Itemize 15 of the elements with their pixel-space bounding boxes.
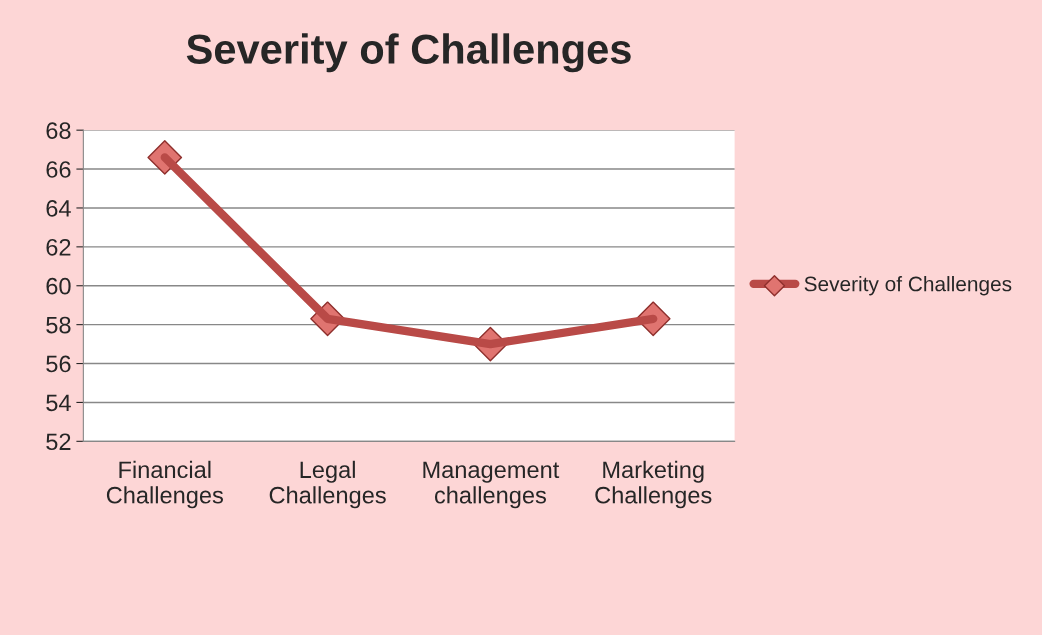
y-tick-label: 52 [46, 433, 71, 451]
y-tick-label: 68 [46, 122, 71, 139]
x-tick-label: Marketing Challenges [595, 460, 712, 509]
y-tick-label: 64 [46, 200, 71, 217]
y-tick-label: 66 [46, 161, 71, 178]
y-tick-label: 54 [46, 394, 71, 412]
y-tick-label: 60 [46, 277, 71, 295]
x-tick-label: Financial Challenges [106, 460, 223, 509]
chart-title: Severity of Challenges [186, 33, 631, 73]
y-tick-label: 62 [46, 238, 71, 256]
legend-label: Severity of Challenges [804, 276, 1012, 296]
x-tick-label: Management challenges [423, 461, 560, 509]
x-tick-label: Legal Challenges [269, 460, 386, 509]
y-tick-label: 58 [46, 316, 71, 334]
y-tick-label: 56 [46, 355, 71, 373]
